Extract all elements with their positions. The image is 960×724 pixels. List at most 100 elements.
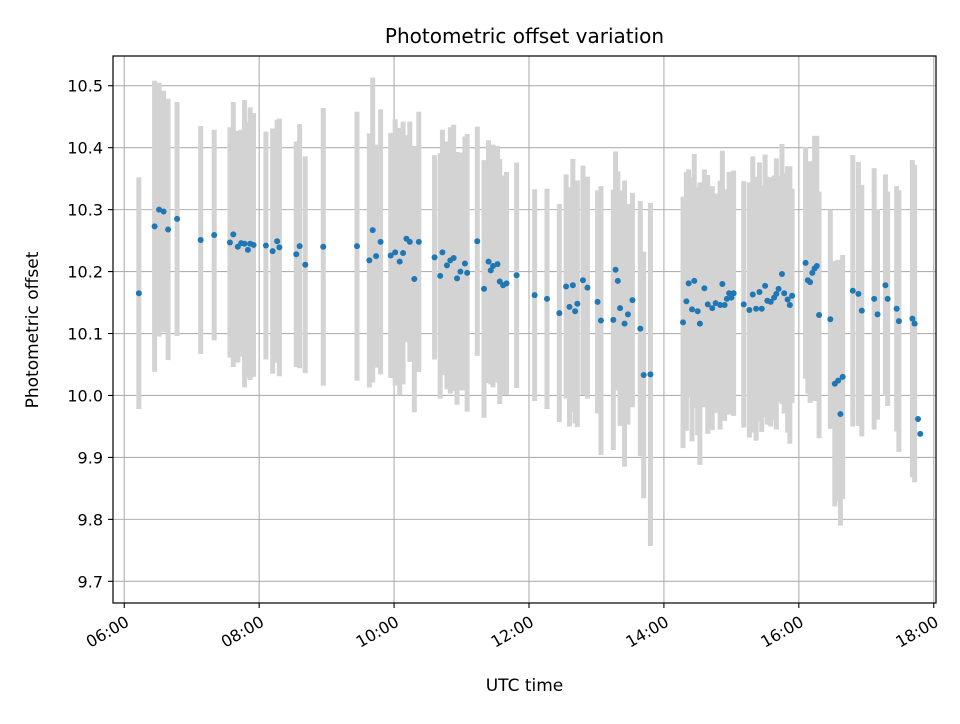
data-point	[485, 258, 492, 265]
data-point	[884, 295, 891, 302]
x-axis-ticks: 06:00 08:00 10:00 12:00 14:00 16:00 18:00	[83, 603, 942, 652]
data-point	[719, 280, 726, 287]
data-point	[624, 311, 631, 318]
data-point	[756, 289, 763, 296]
data-point	[835, 377, 842, 384]
data-point	[302, 261, 309, 268]
y-tick-label: 10.4	[67, 139, 103, 158]
data-point	[174, 215, 181, 222]
data-point	[753, 305, 760, 312]
x-tick-label: 10:00	[353, 612, 402, 652]
data-point	[244, 246, 251, 253]
data-point	[474, 238, 481, 245]
data-point	[211, 232, 218, 239]
data-point	[712, 300, 719, 307]
data-point	[882, 282, 889, 289]
data-point	[377, 238, 384, 245]
data-point	[584, 284, 591, 291]
data-point	[849, 287, 856, 294]
data-point	[781, 290, 788, 297]
data-point	[494, 261, 501, 268]
data-point	[685, 280, 692, 287]
y-tick-label: 10.0	[67, 386, 103, 405]
data-point	[353, 243, 360, 250]
data-point	[637, 325, 644, 332]
y-axis-label: Photometric offset	[23, 251, 43, 408]
data-point	[369, 227, 376, 234]
data-point	[556, 310, 563, 317]
data-point	[387, 252, 394, 259]
data-point	[775, 285, 782, 292]
y-axis-ticks: 9.7 9.8 9.9 10.0 10.1 10.2 10.3 10.4 10.5	[67, 77, 113, 591]
y-tick-label: 10.5	[67, 77, 103, 96]
data-point	[437, 272, 444, 279]
data-point	[269, 248, 276, 255]
y-tick-label: 9.8	[78, 510, 103, 529]
data-point	[454, 275, 461, 282]
data-point	[617, 305, 624, 312]
data-point	[566, 303, 573, 310]
data-point	[156, 206, 163, 213]
data-point	[786, 302, 793, 309]
y-tick-label: 10.3	[67, 201, 103, 220]
data-point	[400, 249, 407, 256]
data-point	[439, 249, 446, 256]
data-point	[762, 282, 769, 289]
data-point	[696, 320, 703, 327]
data-point	[135, 290, 142, 297]
data-point	[230, 231, 237, 238]
data-point	[614, 277, 621, 284]
plot-frame	[112, 55, 937, 604]
data-point	[572, 308, 579, 315]
data-point	[151, 223, 158, 230]
data-point	[683, 298, 690, 305]
x-tick-label: 16:00	[757, 612, 806, 652]
data-point	[320, 243, 327, 250]
error-bars	[136, 77, 918, 547]
data-point	[503, 280, 510, 287]
data-point	[767, 298, 774, 305]
data-point	[431, 254, 438, 261]
data-point	[717, 302, 724, 309]
data-point	[579, 277, 586, 284]
data-point	[457, 268, 464, 275]
data-point	[839, 373, 846, 380]
data-point	[612, 266, 619, 273]
data-point	[629, 297, 636, 304]
data-point	[574, 300, 581, 307]
data-point	[701, 285, 708, 292]
data-point	[778, 271, 785, 278]
data-point	[915, 416, 922, 423]
data-point	[758, 305, 765, 312]
y-tick-label: 9.9	[78, 448, 103, 467]
data-point	[461, 260, 468, 267]
data-point	[802, 259, 809, 266]
data-point	[464, 269, 471, 276]
y-tick-label: 10.1	[67, 325, 103, 344]
data-point	[490, 263, 497, 270]
data-point	[855, 290, 862, 297]
data-point	[563, 283, 570, 290]
data-point	[569, 282, 576, 289]
data-point	[160, 208, 167, 215]
data-point	[621, 320, 628, 327]
data-point	[450, 254, 457, 261]
data-point	[816, 311, 823, 318]
data-point	[694, 308, 701, 315]
data-point	[262, 242, 269, 249]
x-tick-label: 18:00	[892, 612, 941, 652]
data-point	[837, 411, 844, 418]
data-point	[749, 291, 756, 298]
data-point	[647, 371, 654, 378]
data-point	[366, 257, 373, 264]
data-point	[893, 305, 900, 312]
data-point	[415, 238, 422, 245]
data-point	[296, 243, 303, 250]
data-point	[276, 244, 283, 251]
data-point	[709, 305, 716, 312]
data-point	[250, 241, 257, 248]
x-tick-label: 08:00	[218, 612, 267, 652]
data-point	[481, 285, 488, 292]
data-point	[895, 318, 902, 325]
